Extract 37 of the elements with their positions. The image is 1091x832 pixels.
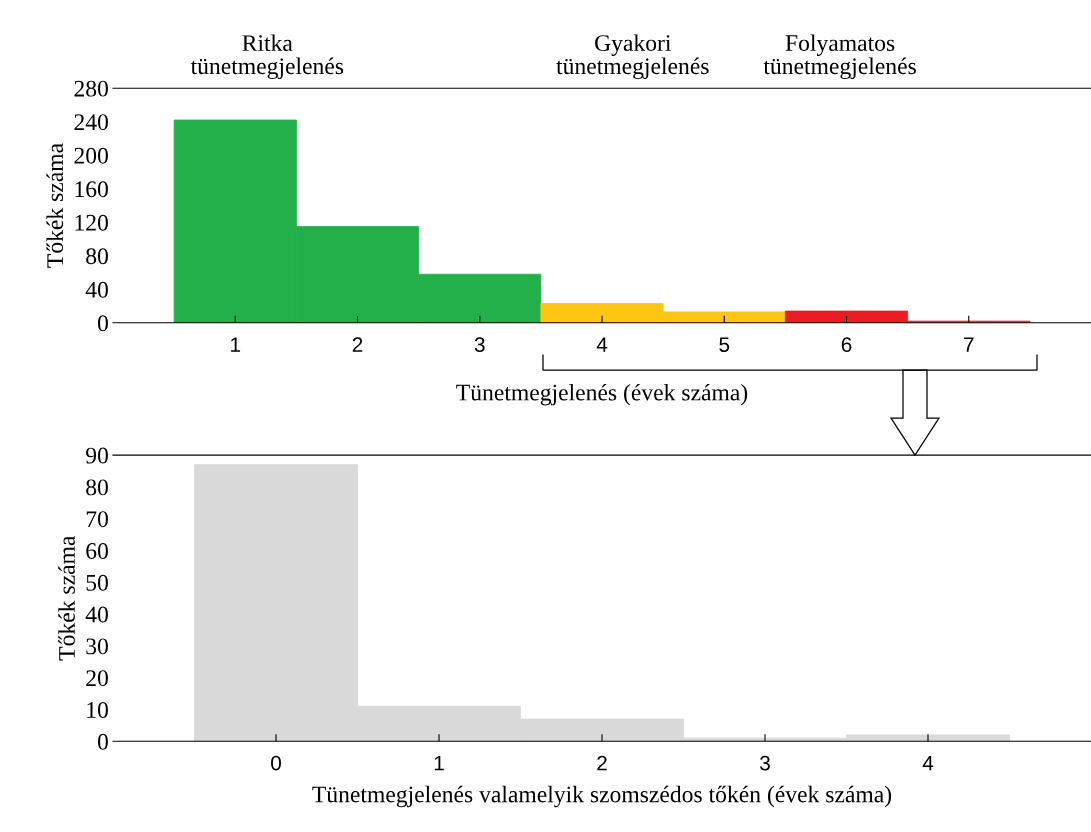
y-tick-label: 40 [85, 606, 108, 623]
y-tick-label: 40 [85, 281, 108, 298]
y-tick-label: 70 [86, 511, 108, 528]
y-tick-label: 80 [86, 248, 108, 265]
x-tick-label: 3 [474, 337, 485, 353]
x-tick-label: 2 [352, 337, 363, 352]
x-tick-label: 7 [964, 337, 974, 352]
y-tick-label: 200 [74, 147, 108, 164]
x-tick-label: 0 [271, 755, 281, 771]
text: Gyakori tünetmegjelenés [556, 34, 709, 80]
x-tick-label: 3 [760, 755, 770, 771]
x-tick-label: 1 [434, 755, 444, 771]
y-tick-label: 0 [97, 315, 108, 332]
x-tick-label: 2 [597, 755, 607, 771]
x-axis-title: Tünetmegjelenés (évek száma) [456, 383, 748, 406]
y-tick-label: 90 [86, 447, 108, 464]
x-tick-label: 5 [719, 337, 730, 353]
x-axis-title: Tünetmegjelenés valamelyik szomszédos tőkén (évek száma) [312, 785, 892, 808]
y-tick-label: 60 [86, 543, 108, 559]
text: Ritka tünetmegjelenés [190, 34, 344, 80]
y-tick-label: 80 [86, 479, 108, 496]
y-tick-label: 20 [86, 670, 108, 687]
y-tick-label: 10 [87, 702, 108, 718]
x-tick-label: 4 [596, 337, 608, 352]
y-tick-label: 0 [97, 733, 108, 750]
y-tick-label: 280 [74, 80, 108, 97]
x-tick-label: 4 [922, 755, 934, 771]
text: Folyamatos tünetmegjelenés [763, 34, 916, 80]
y-axis-title: Tőkék száma [46, 143, 64, 268]
x-tick-label: 1 [231, 337, 241, 352]
y-tick-label: 160 [75, 181, 108, 198]
y-tick-label: 120 [75, 214, 108, 231]
y-tick-label: 30 [86, 638, 108, 655]
y-tick-label: 50 [86, 574, 108, 591]
x-tick-label: 6 [841, 337, 852, 353]
y-axis-title: Tőkék száma [58, 535, 75, 661]
y-tick-label: 240 [74, 114, 108, 131]
